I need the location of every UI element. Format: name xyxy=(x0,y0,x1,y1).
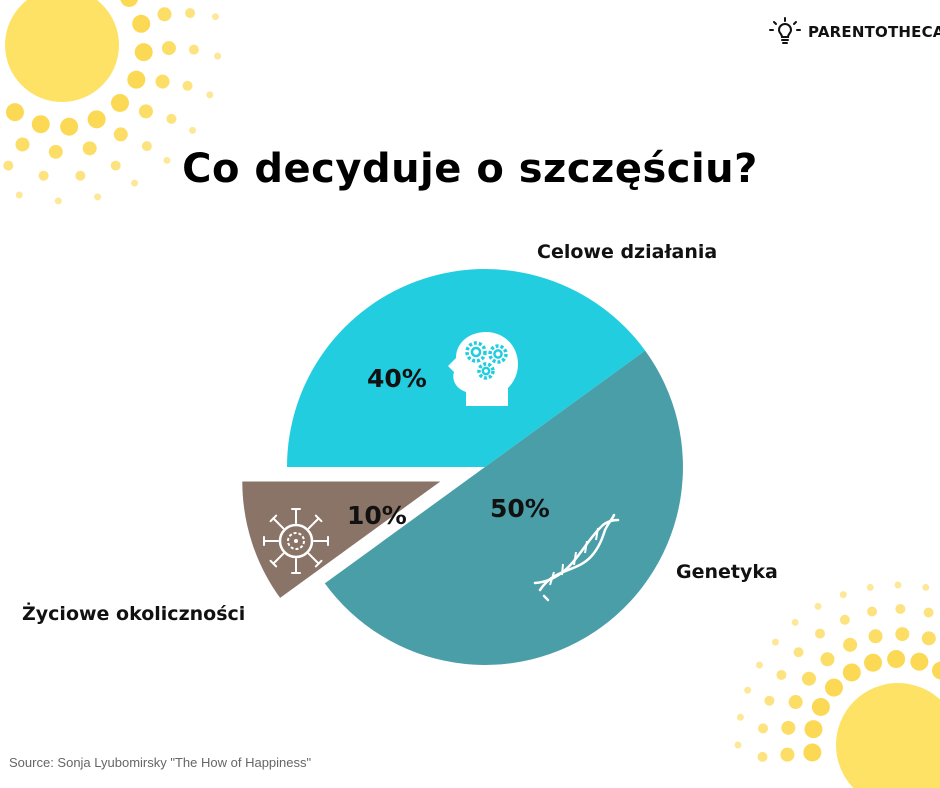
sun-dot xyxy=(824,678,843,697)
sun-dot xyxy=(755,661,763,669)
sun-dot xyxy=(15,137,30,152)
sun-dot xyxy=(839,614,850,625)
sun-dot xyxy=(776,669,787,680)
sun-dot xyxy=(206,91,214,99)
sun-dot xyxy=(839,591,847,599)
chart-title: Co decyduje o szczęściu? xyxy=(182,146,758,192)
sun-dot xyxy=(895,604,906,615)
brand-name: PARENTOTHECA xyxy=(808,23,940,41)
sun-dot xyxy=(110,93,129,112)
sun-dot xyxy=(54,197,62,205)
sun-dot xyxy=(923,607,934,618)
sun-dot xyxy=(866,583,874,591)
dna-icon xyxy=(533,513,620,602)
slice-icons xyxy=(263,332,620,602)
sun-dot xyxy=(131,179,139,187)
sun-dot xyxy=(185,8,196,19)
sun-dot xyxy=(736,713,744,721)
sun-dot xyxy=(867,606,878,617)
sun-dot xyxy=(127,70,146,89)
sun-dot xyxy=(87,110,106,129)
sun-decoration-bottom-right xyxy=(734,581,940,788)
sun-dot xyxy=(744,686,752,694)
sun-dot xyxy=(757,751,768,762)
sun-dot xyxy=(895,627,910,642)
lightbulb-icon xyxy=(769,17,801,44)
source-note: Source: Sonja Lyubomirsky "The How of Ha… xyxy=(9,755,312,770)
sun-disc xyxy=(5,0,119,102)
sun-dot xyxy=(48,144,63,159)
sun-dot xyxy=(155,74,170,89)
sun-dot xyxy=(60,117,79,136)
pie-slice-genetyka xyxy=(324,350,683,665)
sun-dot xyxy=(31,115,50,134)
sun-dot xyxy=(5,103,24,122)
pie-slice-zyciowe xyxy=(242,481,441,598)
sun-dot xyxy=(3,160,14,171)
slice-label-zyciowe: Życiowe okoliczności xyxy=(22,603,246,625)
sun-dot xyxy=(166,113,177,124)
sun-dot xyxy=(110,160,121,171)
sun-dot xyxy=(134,43,153,62)
sun-dot xyxy=(163,156,171,164)
sun-dot xyxy=(15,191,23,199)
slice-value-zyciowe: 10% xyxy=(347,501,407,530)
sun-dot xyxy=(82,141,97,156)
sun-dot xyxy=(758,723,769,734)
sun-dot xyxy=(922,583,930,591)
sun-dot xyxy=(842,663,861,682)
sun-dot xyxy=(141,141,152,152)
sun-dot xyxy=(788,695,803,710)
sun-dot xyxy=(887,650,906,669)
slice-label-celowe: Celowe działania xyxy=(537,241,718,263)
sun-dot xyxy=(157,7,172,22)
slice-label-genetyka: Genetyka xyxy=(676,561,778,583)
sun-dot xyxy=(791,618,799,626)
brand-logo: PARENTOTHECA xyxy=(768,16,940,48)
sun-dot xyxy=(113,127,128,142)
slice-value-celowe: 40% xyxy=(367,364,427,393)
sun-dot xyxy=(94,193,102,201)
sun-dot xyxy=(894,581,902,589)
sun-dot xyxy=(814,628,825,639)
head-gears-icon xyxy=(448,332,518,406)
slice-value-genetyka: 50% xyxy=(490,494,550,523)
sun-dot xyxy=(211,13,219,21)
sun-dot xyxy=(132,14,151,33)
sun-dot xyxy=(843,637,858,652)
sun-dot xyxy=(214,52,222,60)
sun-dot xyxy=(138,104,153,119)
sun-dot xyxy=(771,638,779,646)
virus-icon xyxy=(263,508,329,574)
sun-dot xyxy=(814,602,822,610)
sun-dot xyxy=(734,741,742,749)
sun-dot xyxy=(864,653,883,672)
sun-dot xyxy=(120,0,138,7)
pie-chart xyxy=(242,269,683,665)
sun-dot xyxy=(764,695,775,706)
sun-disc xyxy=(836,683,940,788)
sun-dot xyxy=(793,647,804,658)
sun-dot xyxy=(161,41,176,56)
sun-dot xyxy=(868,629,883,644)
sun-dot xyxy=(182,80,193,91)
sun-dot xyxy=(820,652,835,667)
sun-dot xyxy=(921,631,936,646)
sun-dot xyxy=(804,720,823,739)
sun-dot xyxy=(780,747,795,762)
sun-dot xyxy=(910,652,929,671)
sun-dot xyxy=(811,697,830,716)
sun-decoration-top-left xyxy=(0,0,222,205)
sun-dot xyxy=(75,170,86,181)
sun-dot xyxy=(189,126,197,134)
sun-dot xyxy=(932,661,940,680)
sun-dot xyxy=(801,671,816,686)
sun-dot xyxy=(38,170,49,181)
sun-dot xyxy=(188,44,199,55)
sun-dot xyxy=(781,720,796,735)
sun-dot xyxy=(803,743,822,762)
